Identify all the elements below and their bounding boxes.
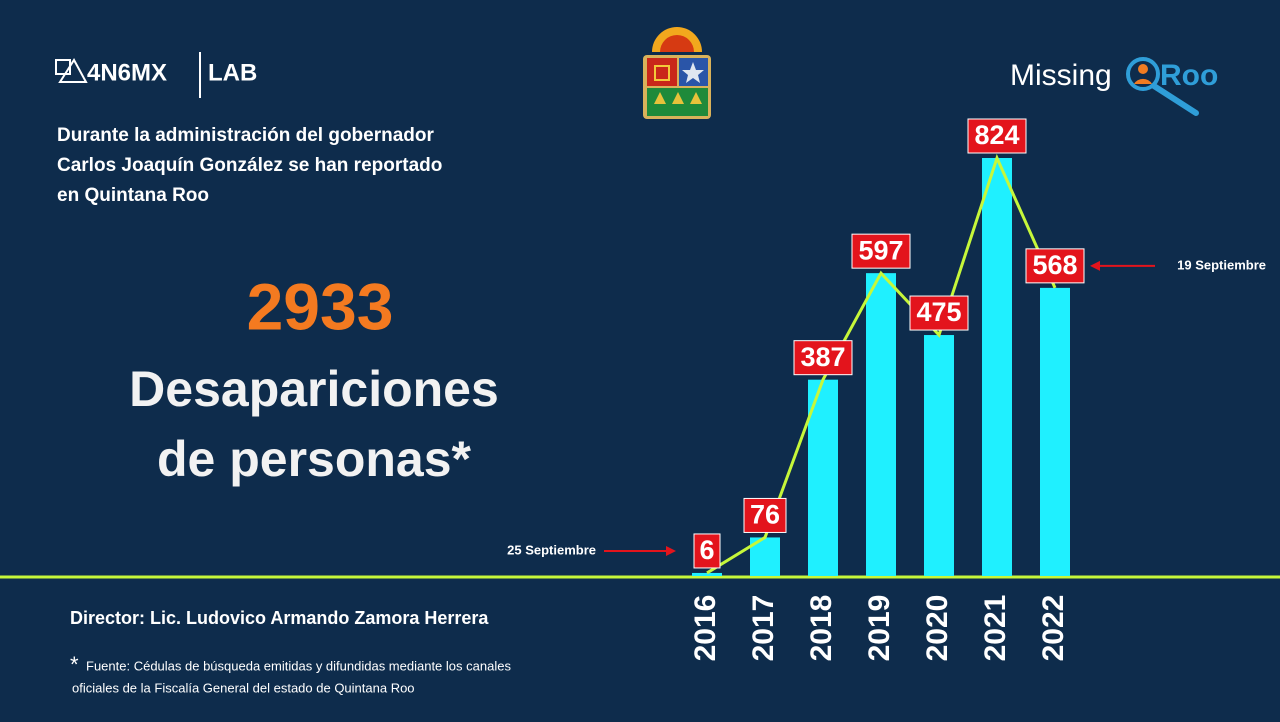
bar [1040,287,1070,576]
intro-line: en Quintana Roo [57,185,209,206]
coat-of-arms [643,27,711,119]
x-tick-label: 2022 [1037,595,1070,662]
total: 2933 [247,269,394,343]
logo-text: 4N6MX [87,59,167,86]
annotation-arrowhead [666,545,676,556]
value-label: 475 [916,297,961,327]
value-label-box [743,497,787,533]
bar [692,572,722,576]
x-tick-label: 2018 [805,595,838,662]
value-label-box [909,295,969,331]
intro-line: Carlos Joaquín González se han reportado [57,155,442,176]
bar [866,273,896,576]
x-tick-label: 2021 [979,595,1012,662]
value-label-box [967,118,1027,154]
bar [982,158,1012,576]
value-label-box [851,233,911,269]
footnote: Fuente: Cédulas de búsqueda emitidas y d… [86,658,511,673]
logo-text: Roo [1160,59,1218,92]
logo-text: LAB [208,59,257,86]
annotation: 19 Septiembre [1177,257,1266,272]
headline: Desapariciones [129,361,499,417]
annotation-arrowhead [1090,260,1100,271]
footnote-asterisk: * [70,652,79,677]
headline: de personas* [157,431,472,487]
logo-text: Missing [1010,59,1112,92]
footnote: oficiales de la Fiscalía General del est… [72,680,415,695]
logo-4n6mx: 4N6MX LAB [55,52,257,98]
trend-line [706,153,1057,575]
x-tick-label: 2016 [689,595,722,662]
logo-missingroo: Missing Roo [1010,57,1218,116]
x-tick-label: 2020 [921,595,954,662]
value-label: 568 [1032,250,1077,280]
value-label: 76 [750,500,780,530]
bar [924,335,954,576]
value-label: 597 [858,235,903,265]
bar [808,379,838,576]
x-tick-label: 2019 [863,595,896,662]
value-label: 387 [800,342,845,372]
value-label: 6 [699,535,714,565]
value-label-box [693,533,721,569]
value-label: 824 [974,120,1019,150]
director: Director: Lic. Ludovico Armando Zamora H… [70,608,489,628]
value-label-box [793,340,853,376]
annotation: 25 Septiembre [507,542,596,557]
intro-line: Durante la administración del gobernador [57,125,435,146]
x-tick-label: 2017 [747,595,780,662]
chart: 2016 2017 2018 2019 2020 2021 2022 6 76 387 597 475… [507,118,1266,662]
value-label-box [1025,248,1085,284]
